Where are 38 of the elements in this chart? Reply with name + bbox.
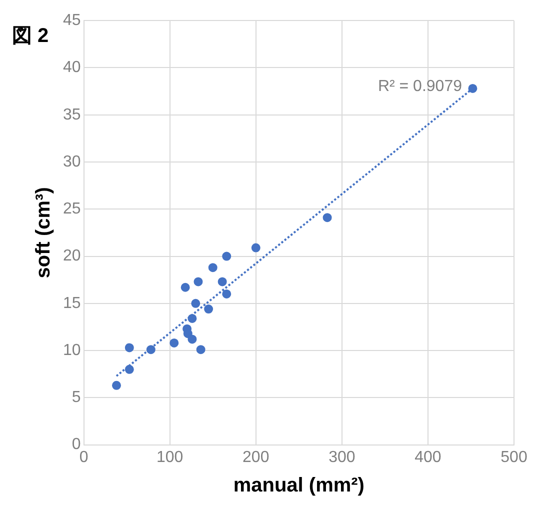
- annotation: R² = 0.9079: [378, 78, 462, 96]
- y-tick-label: 15: [63, 294, 81, 312]
- point: [322, 213, 332, 222]
- point: [218, 277, 227, 286]
- point: [468, 84, 478, 93]
- point: [180, 282, 190, 292]
- point: [124, 364, 134, 374]
- point: [188, 314, 197, 323]
- point: [124, 343, 134, 352]
- x-tick-label: 300: [328, 448, 356, 466]
- point: [204, 304, 214, 314]
- point: [170, 338, 179, 348]
- chart-title: 図 2: [12, 24, 49, 49]
- y-tick-label: 5: [72, 389, 81, 406]
- y-tick-label: 25: [63, 200, 81, 218]
- point: [194, 277, 203, 286]
- x-tick-label: 100: [156, 448, 184, 466]
- y-axis-title: soft (cm³): [32, 187, 55, 278]
- point: [222, 289, 232, 298]
- point: [222, 252, 232, 261]
- point: [251, 243, 260, 252]
- y-tick-label: 20: [63, 248, 81, 265]
- y-tick-label: 0: [72, 436, 81, 454]
- x-tick-label: 500: [500, 448, 528, 466]
- point: [112, 380, 121, 390]
- point: [196, 345, 206, 354]
- x-tick-label: 200: [242, 448, 270, 466]
- x-axis-title: manual (mm²): [233, 474, 364, 497]
- y-tick-label: 30: [63, 153, 81, 170]
- y-tick-label: 35: [63, 106, 81, 124]
- point: [146, 345, 156, 354]
- point: [191, 298, 200, 308]
- y-tick-label: 45: [63, 12, 81, 30]
- x-tick-label: 400: [414, 448, 442, 466]
- point: [188, 334, 197, 344]
- point: [208, 263, 218, 272]
- y-tick-label: 10: [63, 342, 81, 359]
- y-tick-label: 40: [63, 59, 81, 76]
